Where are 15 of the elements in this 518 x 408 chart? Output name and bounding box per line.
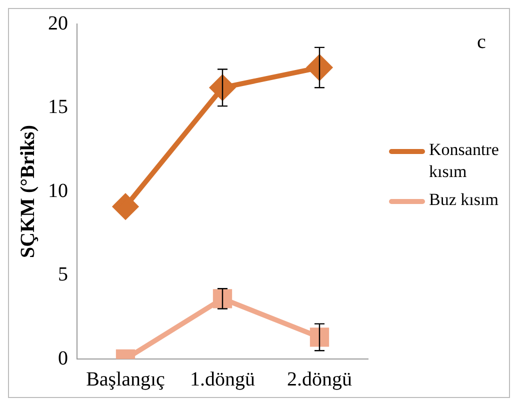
y-tick-label: 0 — [58, 347, 68, 370]
point — [307, 55, 332, 80]
y-tick-label: 10 — [48, 180, 68, 202]
legend-label: Konsantre kısım — [429, 139, 500, 183]
legend-label: Buz kısım — [429, 189, 498, 211]
point — [113, 194, 138, 220]
text: c — [477, 31, 486, 54]
y-axis-title: SÇKM (°Briks) — [17, 125, 40, 258]
point — [210, 75, 235, 100]
x-tick-label: 2.döngü — [287, 368, 352, 390]
y-tick-label: 5 — [58, 264, 68, 286]
y-tick-label: 20 — [48, 12, 68, 34]
x-tick-label: Başlangıç — [86, 368, 166, 390]
x-tick-label: 1.döngü — [190, 368, 255, 390]
y-tick-label: 15 — [48, 96, 68, 118]
